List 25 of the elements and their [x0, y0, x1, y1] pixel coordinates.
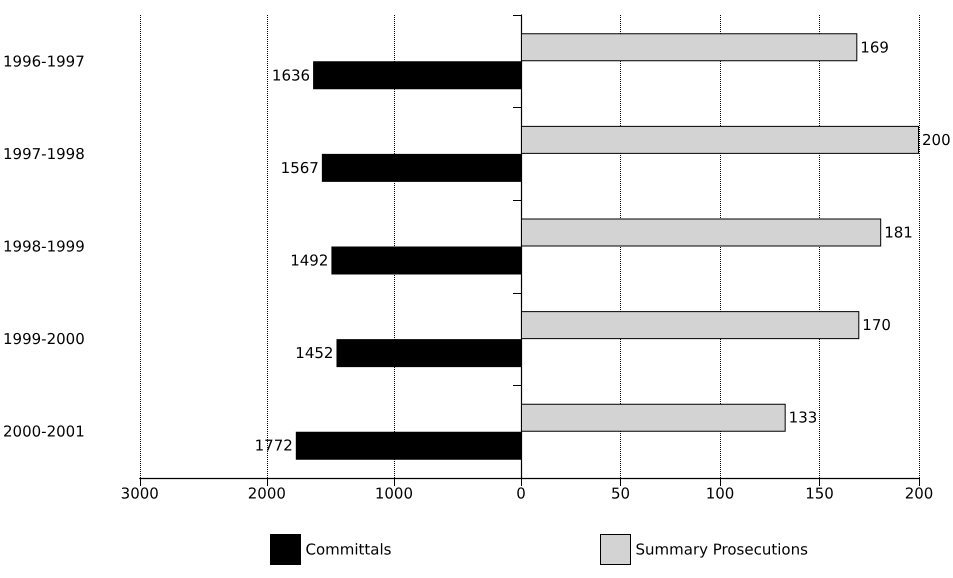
y-tick-label: 1997-1998	[2, 144, 85, 163]
data-label: 169	[860, 38, 889, 56]
x-tick-label: 2000	[248, 484, 286, 502]
x-tick-label: 200	[904, 484, 934, 502]
data-label: 1452	[295, 344, 334, 362]
data-label: 1772	[254, 436, 293, 455]
x-tick-label: 1000	[374, 484, 414, 502]
legend-label: Summary Prosecutions	[636, 540, 808, 558]
data-label: 1567	[280, 158, 319, 177]
y-tick-label: 1999-2000	[2, 330, 85, 348]
x-tick-label: 3000	[120, 484, 159, 502]
data-label: 200	[922, 130, 951, 149]
x-tick-label: 150	[805, 484, 834, 502]
x-tick-label: 100	[706, 484, 734, 502]
data-label: 133	[788, 408, 818, 427]
y-tick-label: 2000-2001	[2, 422, 85, 441]
data-label: 181	[884, 224, 913, 242]
x-tick-label: 50	[610, 484, 630, 502]
data-label: 170	[862, 316, 891, 334]
data-label: 1636	[272, 66, 310, 84]
y-tick-label: 1998-1999	[2, 238, 85, 256]
legend-label: Committals	[306, 540, 392, 558]
x-tick-label: 0	[516, 484, 526, 502]
data-label: 1492	[290, 252, 328, 270]
y-tick-label: 1996-1997	[2, 52, 85, 70]
